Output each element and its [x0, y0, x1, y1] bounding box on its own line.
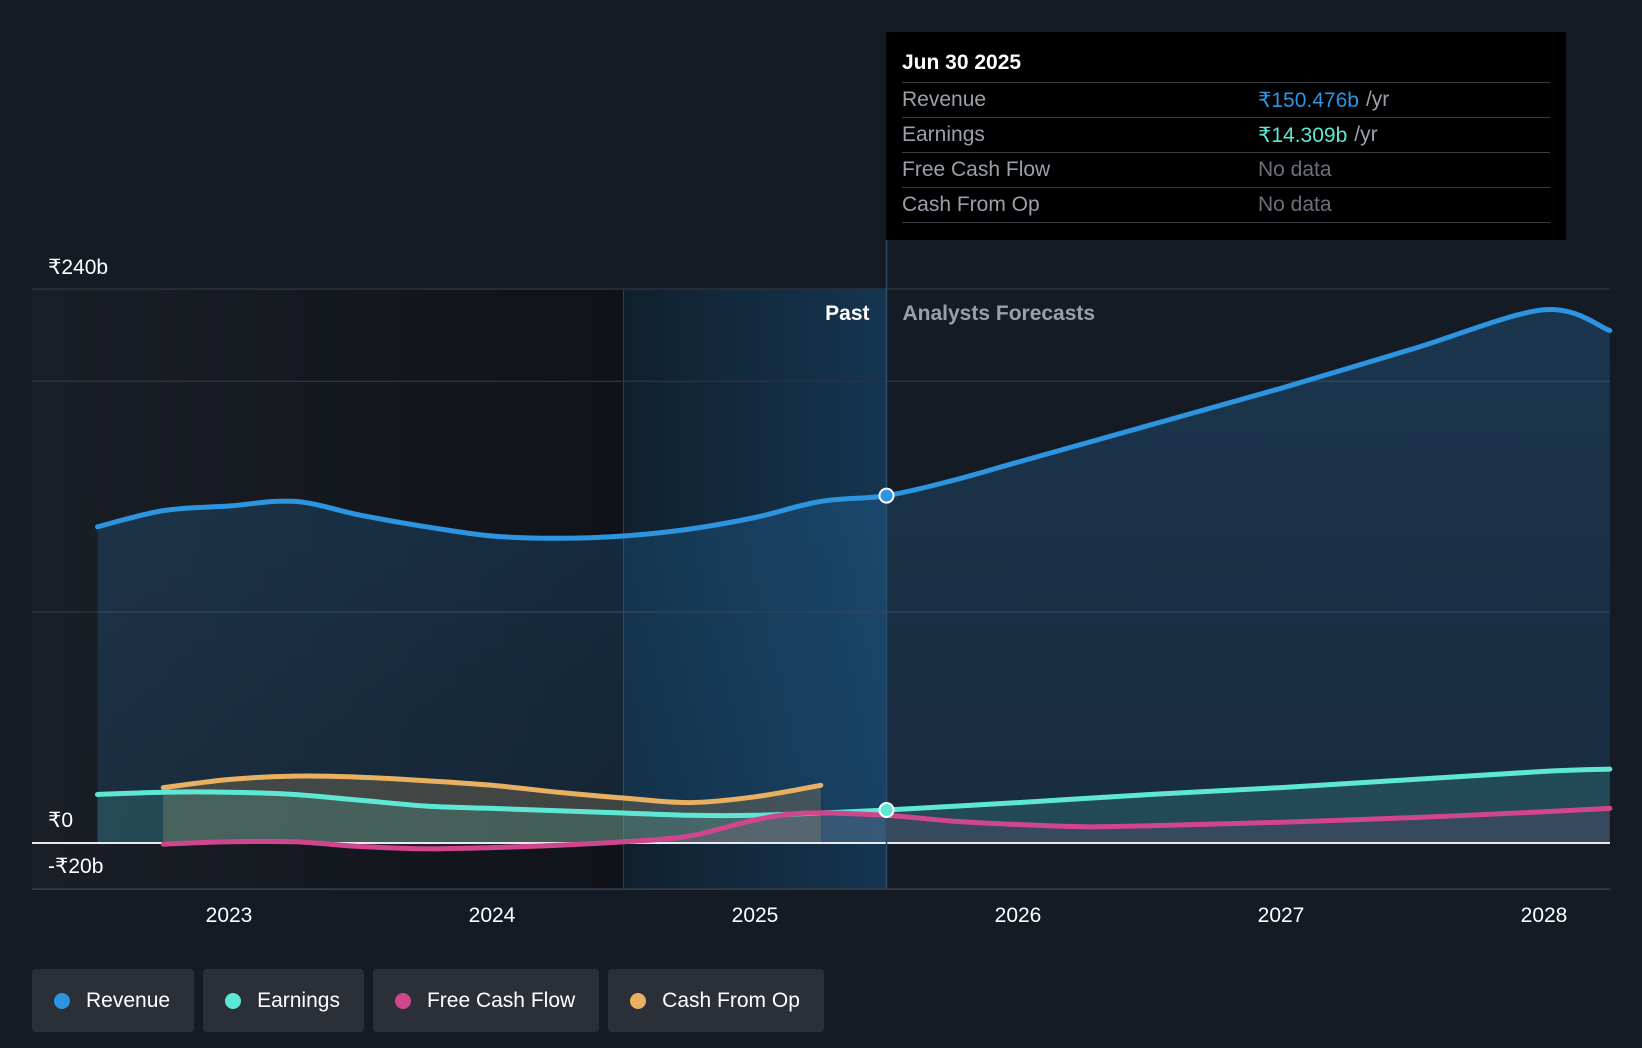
legend-item-earnings[interactable]: Earnings: [203, 969, 364, 1032]
legend-label: Free Cash Flow: [426, 988, 576, 1012]
revenue-marker: [878, 487, 895, 504]
y-tick-label: -₹20b: [48, 855, 103, 878]
tooltip-value-earnings: ₹14.309b: [1258, 123, 1348, 147]
cash-from-op-dot-icon: [630, 992, 647, 1009]
tooltip-date: Jun 30 2025: [902, 51, 1022, 74]
tooltip-unit: /yr: [1354, 122, 1378, 146]
tooltip-row-earnings: Earnings ₹14.309b /yr: [902, 117, 1550, 152]
tooltip-row-free-cash-flow: Free Cash Flow No data: [902, 152, 1550, 187]
legend-label: Revenue: [86, 988, 171, 1012]
forecast-label: Analysts Forecasts: [903, 302, 1096, 325]
x-tick-label: 2027: [1258, 904, 1305, 927]
y-tick-label: ₹0: [48, 809, 73, 832]
legend-label: Cash From Op: [662, 988, 800, 1012]
revenue-area: [97, 309, 1610, 843]
tooltip-value-cash-from-op: No data: [1258, 193, 1332, 216]
y-tick-label: ₹240b: [48, 256, 108, 279]
tooltip-value-revenue: ₹150.476b: [1258, 88, 1359, 112]
free-cash-flow-line: [160, 805, 1613, 852]
past-label: Past: [825, 302, 869, 325]
x-tick-label: 2028: [1521, 904, 1568, 927]
tooltip-unit: /yr: [1365, 87, 1390, 111]
cash-from-op-line: [160, 773, 824, 806]
x-tick-label: 2023: [206, 904, 253, 927]
legend: Revenue Earnings Free Cash Flow Cash Fro…: [32, 969, 824, 1032]
legend-item-cash-from-op[interactable]: Cash From Op: [608, 969, 824, 1032]
tooltip-label: Free Cash Flow: [902, 158, 1051, 181]
x-tick-label: 2024: [469, 904, 516, 927]
tooltip-label: Revenue: [902, 88, 987, 111]
revenue-line: [95, 307, 1613, 541]
revenue-dot-icon: [54, 992, 70, 1009]
earnings-marker: [878, 801, 895, 818]
earnings-dot-icon: [225, 992, 242, 1009]
tooltip: Jun 30 2025 Revenue ₹150.476b /yr Earnin…: [886, 32, 1566, 240]
x-tick-label: 2026: [995, 904, 1042, 927]
x-tick-label: 2025: [732, 904, 779, 927]
tooltip-label: Earnings: [902, 123, 985, 146]
tooltip-row-revenue: Revenue ₹150.476b /yr: [902, 82, 1550, 117]
legend-label: Earnings: [257, 988, 340, 1012]
tooltip-value-free-cash-flow: No data: [1258, 158, 1332, 181]
tooltip-row-cash-from-op: Cash From Op No data: [902, 187, 1550, 223]
legend-item-free-cash-flow[interactable]: Free Cash Flow: [372, 969, 600, 1032]
earnings-line: [95, 766, 1613, 819]
tooltip-label: Cash From Op: [902, 193, 1040, 216]
free-cash-flow-dot-icon: [394, 992, 411, 1009]
legend-item-revenue[interactable]: Revenue: [32, 969, 195, 1032]
